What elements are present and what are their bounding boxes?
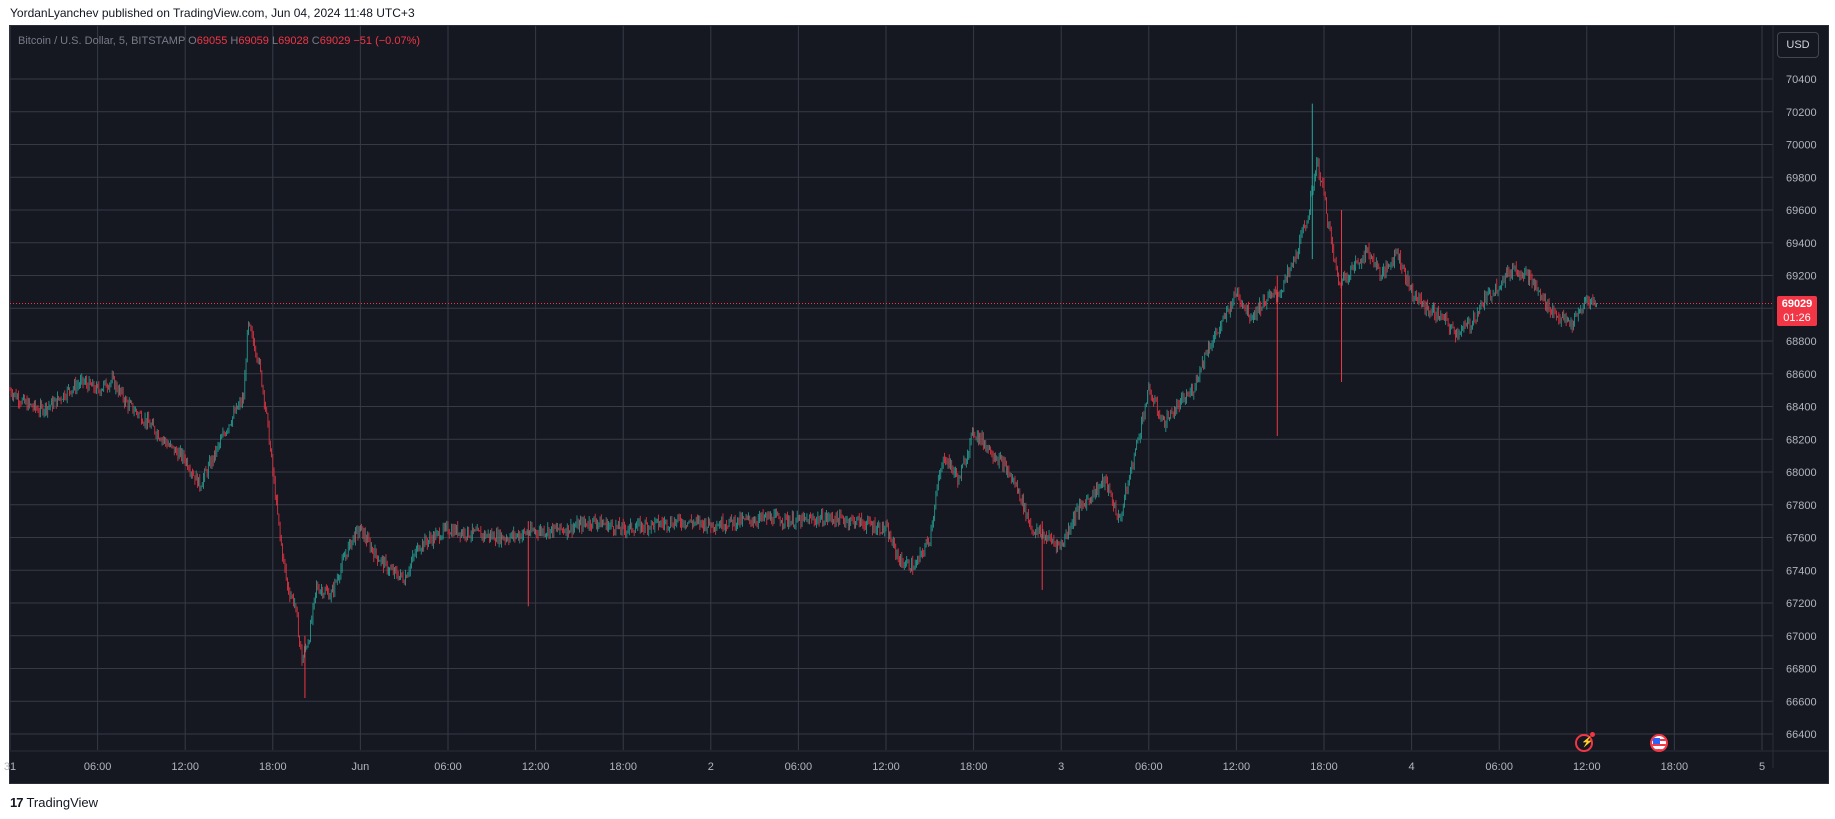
candles (9, 103, 1597, 698)
y-tick-label: 68000 (1786, 467, 1817, 479)
legend-open-label: O (188, 35, 197, 47)
legend-close-value: 69029 (319, 35, 351, 47)
y-tick-label: 66600 (1786, 696, 1817, 708)
y-tick-label: 68200 (1786, 434, 1817, 446)
legend-low-value: 69028 (278, 35, 309, 47)
y-tick-label: 70200 (1786, 107, 1817, 119)
x-tick-label: 12:00 (522, 761, 550, 773)
y-tick-label: 69200 (1786, 271, 1817, 283)
y-tick-label: 67800 (1786, 500, 1817, 512)
legend-symbol: Bitcoin / U.S. Dollar, 5, BITSTAMP (18, 35, 186, 47)
x-tick-label: 3 (1058, 761, 1064, 773)
x-tick-label: 5 (1759, 761, 1765, 773)
y-tick-label: 67600 (1786, 533, 1817, 545)
y-tick-label: 70000 (1786, 140, 1817, 152)
last-price: 69029 (1781, 298, 1813, 310)
y-tick-label: 69400 (1786, 238, 1817, 250)
chart-pane[interactable] (9, 25, 1829, 784)
tradingview-logo-icon: 17 (10, 795, 24, 810)
legend-high-label: H (230, 35, 239, 47)
footer-brand[interactable]: 17 TradingView (10, 795, 98, 810)
lightning-event-icon[interactable]: ⚡ (1575, 732, 1595, 752)
y-tick-label: 67200 (1786, 598, 1817, 610)
legend-low-label: L (271, 35, 279, 47)
y-tick-label: 68800 (1786, 336, 1817, 348)
legend-open-value: 69055 (196, 35, 228, 47)
legend-close-label: C (311, 35, 320, 47)
x-tick-label: 06:00 (1135, 761, 1163, 773)
x-tick-label: Jun (352, 761, 370, 773)
y-tick-label: 70400 (1786, 74, 1817, 86)
lightning-icon: ⚡ (1581, 737, 1594, 748)
y-tick-label: 66800 (1786, 664, 1817, 676)
x-tick-label: 31 (4, 761, 16, 773)
y-tick-label: 68600 (1786, 369, 1817, 381)
x-tick-label: 4 (1409, 761, 1415, 773)
x-tick-label: 12:00 (1573, 761, 1601, 773)
us-flag-event-icon[interactable] (1650, 734, 1668, 752)
footer-brand-name: TradingView (26, 795, 99, 810)
legend-change: −51 (−0.07%) (353, 35, 421, 47)
last-price-tag: 69029 01:26 (1777, 296, 1817, 326)
y-tick-label: 66400 (1786, 729, 1817, 741)
currency-button[interactable]: USD (1777, 32, 1819, 58)
y-tick-label: 69800 (1786, 172, 1817, 184)
x-tick-label: 12:00 (872, 761, 900, 773)
y-tick-label: 67400 (1786, 565, 1817, 577)
bar-countdown: 01:26 (1783, 312, 1811, 324)
x-tick-label: 12:00 (171, 761, 199, 773)
x-tick-label: 2 (708, 761, 714, 773)
y-tick-label: 68400 (1786, 402, 1817, 414)
y-tick-label: 67000 (1786, 631, 1817, 643)
x-tick-label: 06:00 (785, 761, 813, 773)
legend-high-value: 69059 (238, 35, 269, 47)
x-tick-label: 18:00 (960, 761, 988, 773)
x-tick-label: 18:00 (1661, 761, 1689, 773)
y-tick-label: 69600 (1786, 205, 1817, 217)
publisher-caption: YordanLyanchev published on TradingView.… (10, 6, 415, 20)
x-tick-label: 06:00 (84, 761, 112, 773)
x-tick-label: 18:00 (1310, 761, 1338, 773)
x-tick-label: 12:00 (1223, 761, 1251, 773)
x-tick-label: 18:00 (259, 761, 287, 773)
x-tick-label: 06:00 (1485, 761, 1513, 773)
symbol-legend: Bitcoin / U.S. Dollar, 5, BITSTAMP O6905… (18, 35, 420, 47)
x-tick-label: 06:00 (434, 761, 462, 773)
x-tick-label: 18:00 (609, 761, 637, 773)
